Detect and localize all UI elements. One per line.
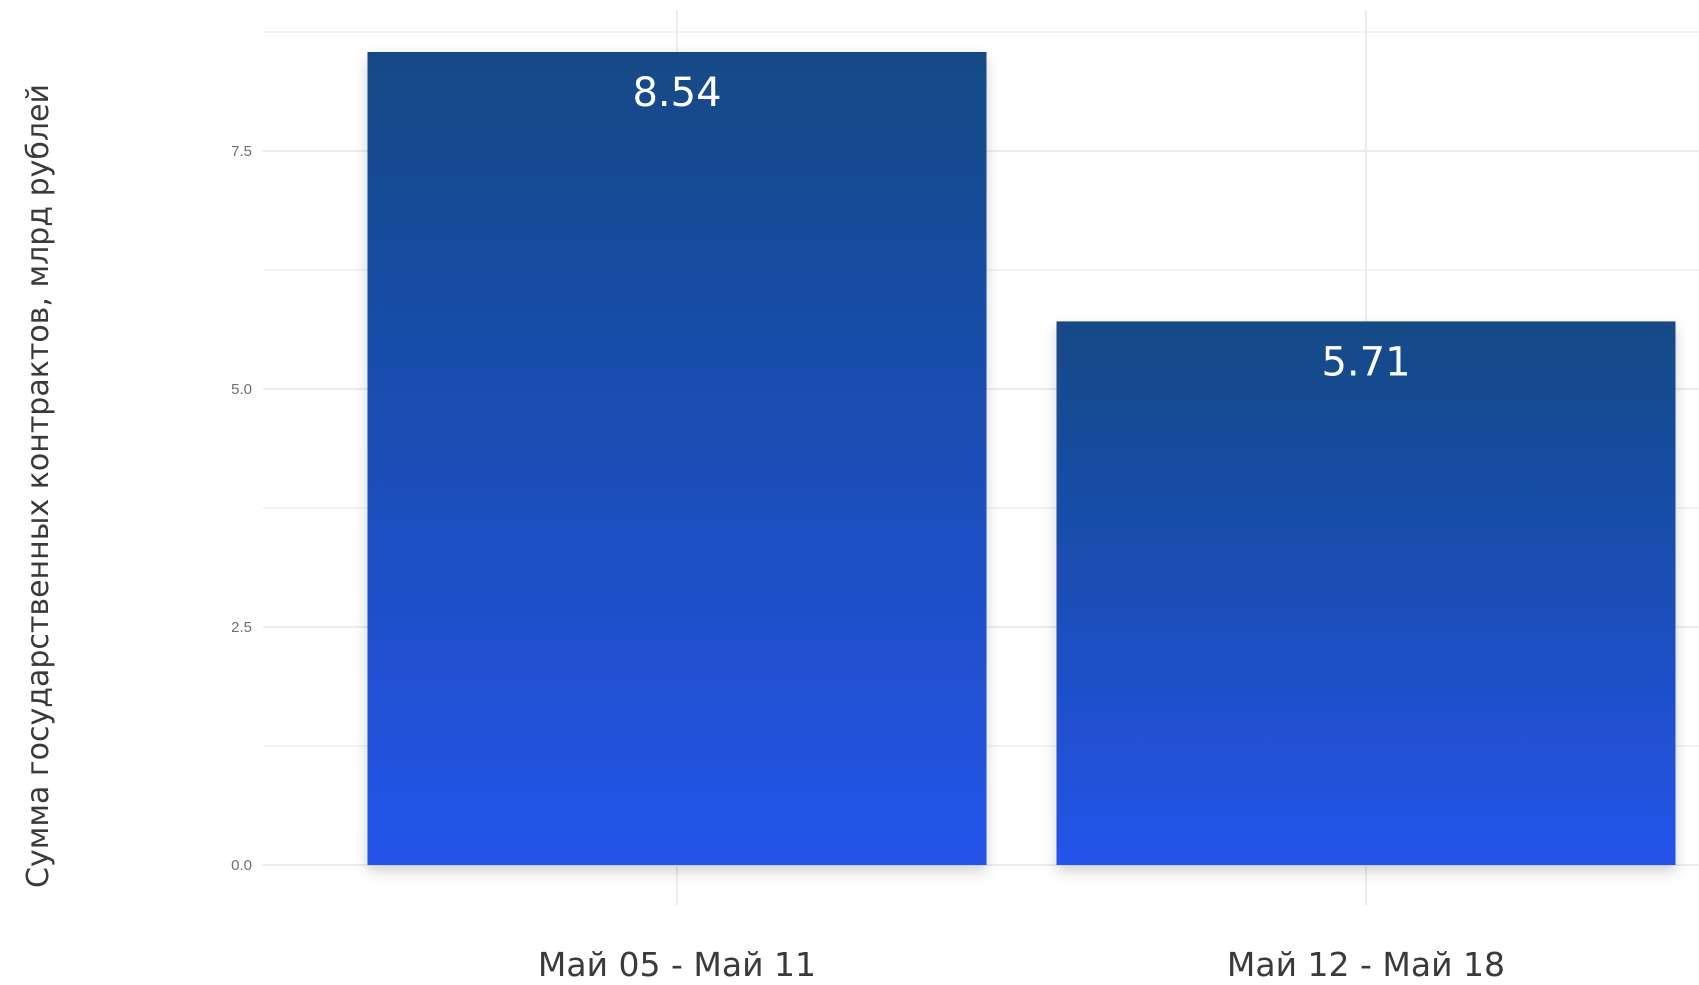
x-tick-label: Май 12 - Май 18 (1227, 945, 1505, 984)
bar-2 (1056, 321, 1676, 866)
y-tick-label: 2.5 (231, 619, 252, 636)
y-tick-label: 0.0 (231, 857, 252, 874)
bar-value-label-2: 5.71 (1321, 339, 1410, 385)
bars (367, 51, 1676, 866)
value-labels: 8.54 5.71 (632, 70, 1410, 385)
x-tick-label: Май 05 - Май 11 (538, 945, 816, 984)
bar-1 (367, 51, 987, 865)
y-tick-label: 7.5 (231, 143, 252, 160)
x-axis: Май 05 - Май 11 Май 12 - Май 18 (538, 945, 1505, 984)
y-axis: 0.0 2.5 5.0 7.5 (231, 143, 252, 874)
y-axis-title: Сумма государственных контрактов, млрд р… (21, 84, 56, 888)
y-tick-label: 5.0 (231, 381, 252, 398)
bar-value-label-1: 8.54 (632, 70, 721, 116)
